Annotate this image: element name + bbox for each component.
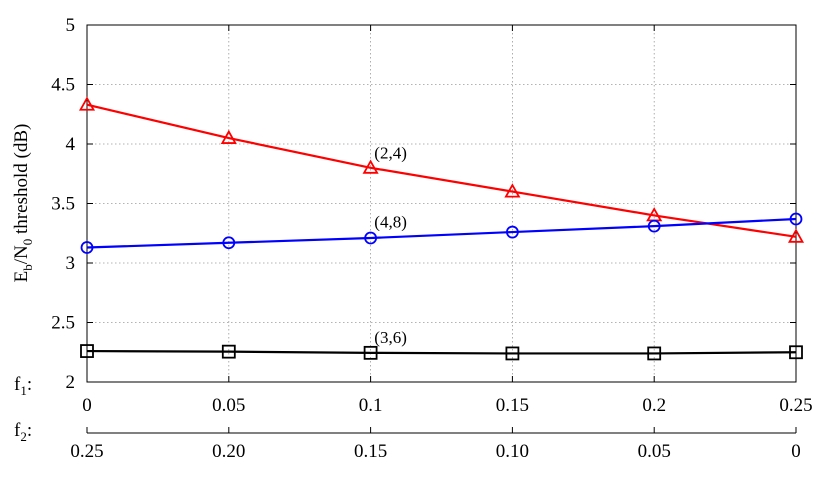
data-point-circle <box>789 212 803 226</box>
f2-tick-label: 0.20 <box>212 441 245 462</box>
y-tick-label: 5 <box>66 15 76 36</box>
series-line <box>86 217 797 249</box>
series-annotation: (3,6) <box>374 328 407 347</box>
f2-tick-label: 0 <box>791 441 801 462</box>
f1-tick-label: 0.05 <box>212 395 245 416</box>
f2-tick-label: 0.10 <box>496 441 529 462</box>
data-point-circle <box>222 236 236 250</box>
data-point-square <box>221 344 236 359</box>
f2-axis-label: f2: <box>14 420 32 444</box>
y-tick-label: 2 <box>66 372 76 393</box>
y-axis-title-sub-b: b <box>20 264 35 271</box>
data-point-circle <box>80 241 94 254</box>
series-annotation: (2,4) <box>374 143 407 162</box>
f1-tick-label: 0.15 <box>496 395 529 416</box>
y-tick-label: 3 <box>66 253 76 274</box>
data-point-square <box>80 344 94 358</box>
data-point-triangle <box>504 183 521 198</box>
series-line <box>86 349 797 355</box>
series-line <box>86 103 797 238</box>
series-annotation: (4,8) <box>374 212 407 231</box>
y-tick-label: 2.5 <box>51 313 75 334</box>
data-point-triangle <box>362 159 379 174</box>
data-point-square <box>789 345 803 360</box>
f1-label-sub: 1 <box>20 383 27 398</box>
y-axis-title-e: E <box>11 271 32 283</box>
f2-label-suffix: : <box>27 420 32 441</box>
f1-axis-label: f1: <box>14 374 32 398</box>
f1-tick-label: 0.1 <box>359 395 383 416</box>
f2-label-sub: 2 <box>20 429 27 444</box>
y-tick-label: 4 <box>66 134 76 155</box>
f1-tick-label: 0 <box>82 395 92 416</box>
data-point-circle <box>506 225 519 239</box>
data-point-square <box>505 346 520 361</box>
y-axis-title: Eb/N0 threshold (dB) <box>11 124 35 283</box>
axis-ticks: 22.533.544.5500.250.050.200.10.150.150.1… <box>51 15 812 462</box>
f2-tick-label: 0.25 <box>70 441 103 462</box>
data-point-circle <box>647 219 661 233</box>
f2-label-main: f <box>14 420 21 441</box>
f1-label-main: f <box>14 374 21 395</box>
y-axis-title-slash-n: /N <box>11 245 32 264</box>
data-point-triangle <box>220 129 237 144</box>
data-point-triangle <box>787 228 805 243</box>
data-point-circle <box>364 231 378 245</box>
data-point-square <box>363 345 378 360</box>
y-tick-label: 3.5 <box>51 194 75 215</box>
plot-frame <box>86 24 797 383</box>
grid <box>87 25 796 382</box>
f2-tick-label: 0.05 <box>638 441 671 462</box>
data-point-triangle <box>78 96 96 111</box>
f1-label-suffix: : <box>27 374 32 395</box>
annotations: (2,4) (4,8) (3,6) <box>374 143 407 346</box>
data-point-square <box>647 346 662 361</box>
f2-tick-label: 0.15 <box>354 441 387 462</box>
y-axis-title-sub-0: 0 <box>20 239 35 246</box>
y-tick-label: 4.5 <box>51 75 75 96</box>
series-lines <box>78 96 805 361</box>
y-axis-title-rest: threshold (dB) <box>11 124 32 239</box>
f1-tick-label: 0.2 <box>642 395 666 416</box>
f1-tick-label: 0.25 <box>779 395 812 416</box>
